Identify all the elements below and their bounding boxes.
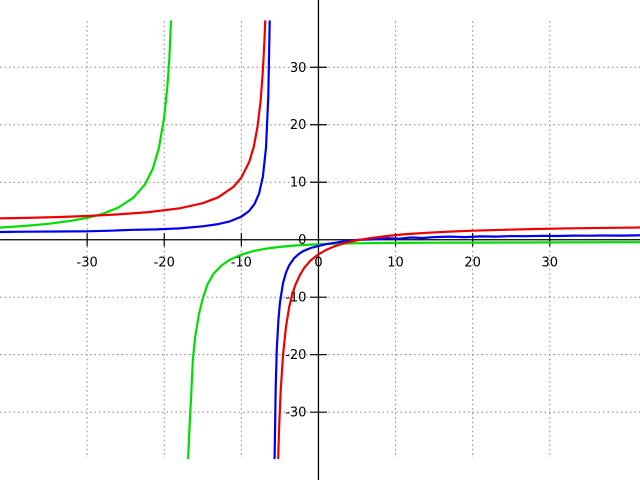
x-tick-label: -20 xyxy=(154,256,175,271)
y-tick-label: -30 xyxy=(285,406,306,421)
y-tick-label: 20 xyxy=(290,118,307,133)
x-tick-label: 10 xyxy=(387,256,404,271)
red-curve xyxy=(0,20,267,220)
y-tick-label: 30 xyxy=(290,61,307,76)
x-tick-label: -30 xyxy=(77,256,98,271)
x-tick-label: -10 xyxy=(231,256,252,271)
x-tick-label: 30 xyxy=(542,256,559,271)
blue-curve xyxy=(0,20,271,234)
y-tick-label: -20 xyxy=(285,348,306,363)
x-tick-label: 20 xyxy=(464,256,481,271)
y-tick-label: -10 xyxy=(285,291,306,306)
green-curve xyxy=(187,241,640,460)
blue-curve xyxy=(273,234,640,460)
y-tick-label: 10 xyxy=(290,176,307,191)
y-tick-label: 0 xyxy=(298,233,306,248)
x-tick-label: 0 xyxy=(314,256,322,271)
green-curve xyxy=(0,20,173,229)
red-curve xyxy=(277,226,640,460)
